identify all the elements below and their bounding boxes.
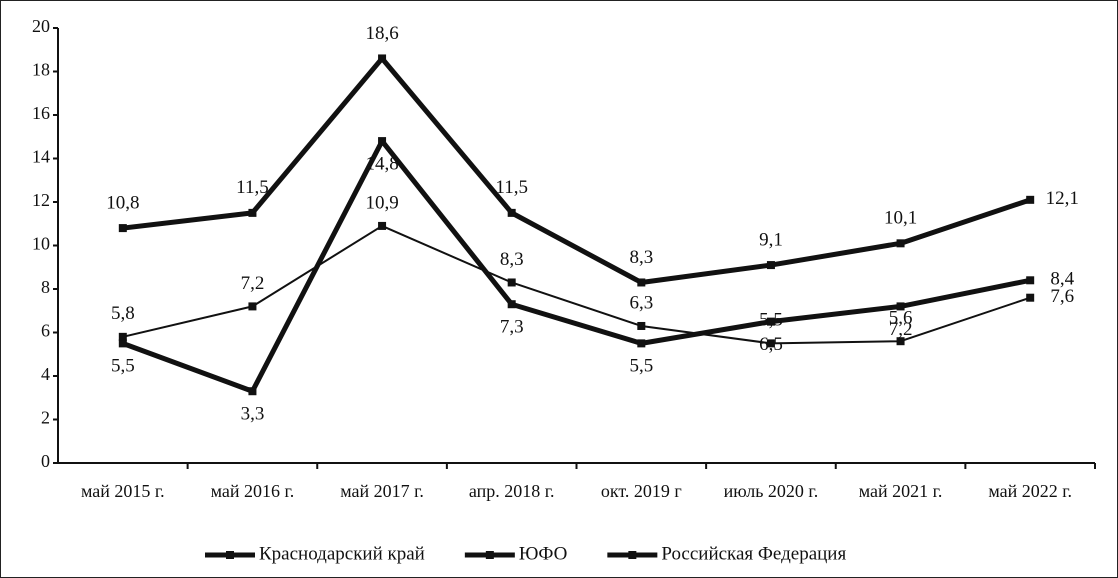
data-label: 7,3 [500,317,524,338]
point-marker [637,321,646,330]
point-marker [248,302,257,311]
point-marker [766,339,775,348]
data-label: 5,6 [889,308,913,329]
data-label: 3,3 [241,404,265,425]
data-label: 12,1 [1046,188,1079,209]
y-tick-label: 0 [41,451,50,471]
x-tick-label: апр. 2018 г. [469,481,555,501]
x-tick-label: май 2021 г. [859,481,943,501]
data-label: 7,2 [889,319,913,340]
point-marker [766,317,775,326]
point-marker [637,339,646,348]
point-marker [766,261,775,270]
x-tick-label: май 2015 г. [81,481,165,501]
point-marker [896,239,905,248]
point-marker [118,339,127,348]
x-tick-label: июль 2020 г. [724,481,819,501]
data-label: 5,5 [111,356,135,377]
y-tick-label: 12 [32,190,50,210]
point-marker [896,337,905,346]
point-marker [896,302,905,311]
legend-marker [485,551,494,559]
point-marker [248,208,257,217]
y-tick-label: 10 [32,234,50,254]
data-label: 8,3 [629,247,653,268]
y-tick-label: 16 [32,103,50,123]
data-label: 6,3 [629,292,653,313]
point-marker [507,208,516,217]
x-tick-label: май 2016 г. [211,481,295,501]
legend-label: ЮФО [519,543,568,564]
point-marker [507,278,516,287]
y-tick-label: 2 [41,408,50,428]
data-label: 18,6 [365,23,398,44]
point-marker [378,54,387,63]
y-tick-label: 18 [32,60,50,80]
point-marker [1026,276,1035,285]
series-line [121,138,1031,394]
point-marker [118,332,127,341]
point-marker [637,278,646,287]
data-label: 7,2 [241,273,265,294]
point-marker [507,300,516,309]
data-label: 14,8 [365,153,398,174]
series-line [122,55,1031,285]
data-label: 8,3 [500,249,524,270]
point-marker [248,387,257,396]
y-tick-label: 6 [41,321,50,341]
point-marker [1026,293,1035,302]
data-label: 11,5 [495,177,528,198]
legend-marker [628,551,637,559]
data-label: 10,1 [884,208,917,229]
series-line [122,224,1031,345]
y-tick-label: 4 [41,364,50,384]
data-label: 9,1 [759,229,783,250]
point-marker [1026,195,1035,204]
x-tick-label: май 2017 г. [340,481,424,501]
data-label: 11,5 [236,177,269,198]
y-tick-label: 8 [41,277,50,297]
point-marker [378,137,387,146]
data-label: 10,8 [106,192,139,213]
data-label: 5,5 [759,310,783,331]
point-marker [118,224,127,233]
x-tick-label: май 2022 г. [988,481,1072,501]
legend-marker [226,551,234,559]
y-tick-label: 14 [32,147,50,167]
data-label: 5,5 [629,356,653,377]
x-tick-label: окт. 2019 г [601,481,682,501]
data-label: 7,6 [1050,286,1074,307]
y-tick-label: 20 [32,16,50,36]
data-label: 8,4 [1050,269,1074,290]
legend-label: Краснодарский край [259,543,425,564]
data-label: 10,9 [365,192,398,213]
data-label: 5,8 [111,303,135,324]
legend-label: Российская Федерация [661,543,846,564]
point-marker [378,221,387,230]
